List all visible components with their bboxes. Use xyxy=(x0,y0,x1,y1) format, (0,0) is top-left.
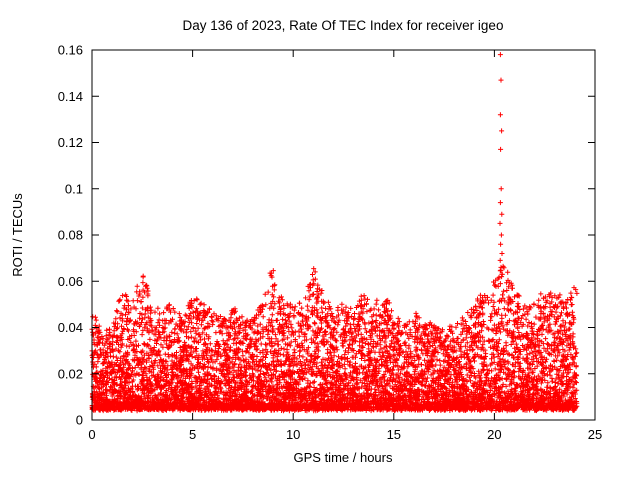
scatter-plus-markers xyxy=(89,52,580,414)
y-tick-label: 0.06 xyxy=(58,274,83,289)
x-tick-label: 0 xyxy=(88,427,95,442)
y-tick-label: 0.04 xyxy=(58,320,83,335)
y-tick-label: 0.14 xyxy=(58,89,83,104)
y-tick-label: 0.12 xyxy=(58,135,83,150)
x-tick-label: 5 xyxy=(189,427,196,442)
x-tick-label: 25 xyxy=(588,427,602,442)
data-points xyxy=(89,52,580,414)
x-axis-label: GPS time / hours xyxy=(294,450,393,465)
axis-tick-labels: 0 5 10 15 20 25 0 0.02 0.04 0.06 0.08 0.1 0.12 0.14 0.… xyxy=(58,43,603,443)
chart-title: Day 136 of 2023, Rate Of TEC Index for r… xyxy=(183,18,504,33)
y-tick-label: 0 xyxy=(76,413,83,428)
x-tick-label: 15 xyxy=(387,427,401,442)
x-tick-label: 20 xyxy=(487,427,501,442)
y-tick-label: 0.08 xyxy=(58,228,83,243)
plot-frame xyxy=(91,49,596,421)
y-axis-label: ROTI / TECUs xyxy=(10,193,25,277)
y-tick-label: 0.02 xyxy=(58,366,83,381)
x-tick-label: 10 xyxy=(286,427,300,442)
y-tick-label: 0.1 xyxy=(65,181,83,196)
y-tick-label: 0.16 xyxy=(58,43,83,58)
